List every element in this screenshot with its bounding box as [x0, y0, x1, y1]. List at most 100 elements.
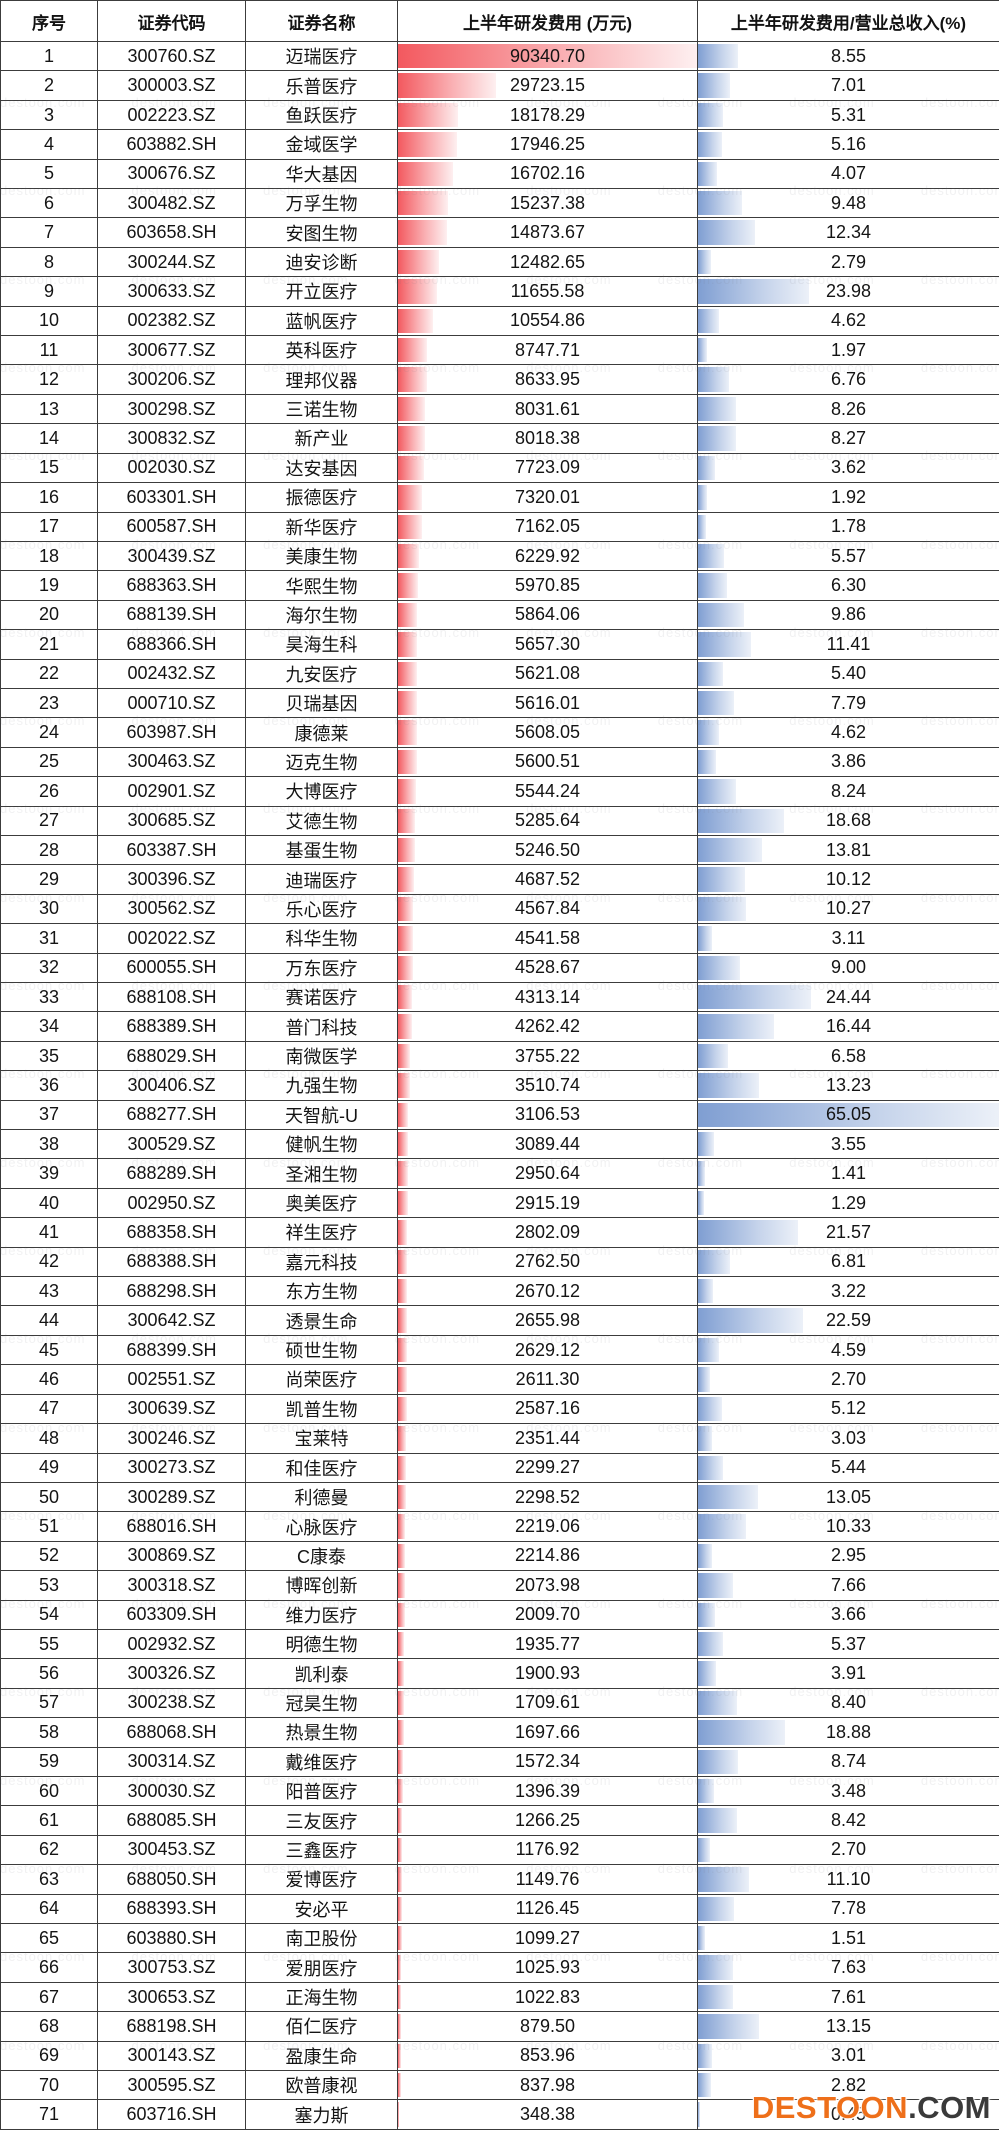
rd-ratio-value: 5.44	[830, 1457, 867, 1478]
rd-ratio-value: 2.79	[830, 251, 867, 272]
cell-ticker: 300677.SZ	[97, 335, 246, 366]
rd-expense-value: 1900.93	[514, 1663, 581, 1684]
table-row: 29 300396.SZ 迪瑞医疗 4687.52 10.12	[0, 864, 999, 895]
rd-ratio-value: 5.57	[830, 545, 867, 566]
rd-expense-bar	[398, 367, 427, 392]
rd-expense-bar	[398, 44, 697, 69]
rd-ratio-value: 11.41	[826, 633, 871, 654]
cell-rd-expense: 1149.76	[397, 1864, 698, 1895]
cell-index: 42	[0, 1246, 98, 1278]
rd-ratio-value: 5.37	[830, 1633, 867, 1654]
table-row: 42 688388.SH 嘉元科技 2762.50 6.81	[0, 1246, 999, 1278]
rd-ratio-bar	[698, 220, 756, 245]
cell-name: 海尔生物	[245, 599, 398, 631]
cell-name: 新华医疗	[245, 511, 398, 542]
rd-expense-bar	[398, 1631, 405, 1657]
table-row: 53 300318.SZ 博晖创新 2073.98 7.66	[0, 1570, 999, 1601]
cell-rd-expense: 4262.42	[397, 1011, 698, 1042]
cell-index: 51	[0, 1511, 98, 1542]
rd-expense-value: 2009.70	[514, 1604, 581, 1625]
rd-ratio-value: 2.82	[830, 2074, 867, 2095]
table-row: 26 002901.SZ 大博医疗 5544.24 8.24	[0, 776, 999, 807]
rd-ratio-value: 8.26	[830, 398, 867, 419]
cell-index: 55	[0, 1628, 98, 1660]
rd-expense-bar	[398, 1014, 413, 1039]
column-header-rd-expense: 上半年研发费用 (万元)	[397, 0, 698, 42]
table-row: 19 688363.SH 华熙生物 5970.85 6.30	[0, 570, 999, 601]
cell-rd-expense: 837.98	[397, 2070, 698, 2101]
cell-ticker: 002432.SZ	[97, 658, 246, 689]
cell-name: 祥生医疗	[245, 1217, 398, 1248]
table-row: 36 300406.SZ 九强生物 3510.74 13.23	[0, 1070, 999, 1101]
cell-index: 66	[0, 1952, 98, 1983]
cell-ticker: 300298.SZ	[97, 393, 246, 425]
cell-index: 23	[0, 687, 98, 719]
rd-ratio-bar	[698, 1073, 760, 1098]
rd-expense-value: 90340.70	[509, 45, 586, 66]
table-row: 68 688198.SH 佰仁医疗 879.50 13.15	[0, 2011, 999, 2042]
cell-rd-expense: 8031.61	[397, 393, 698, 425]
cell-index: 3	[0, 99, 98, 131]
cell-index: 2	[0, 70, 98, 101]
rd-expense-bar	[398, 220, 448, 245]
rd-expense-bar	[398, 102, 459, 128]
cell-rd-ratio: 1.29	[697, 1187, 999, 1219]
cell-rd-ratio: 2.79	[697, 246, 999, 278]
rd-expense-bar	[398, 279, 437, 304]
rd-ratio-value: 1.51	[830, 1927, 867, 1948]
table-row: 48 300246.SZ 宝莱特 2351.44 3.03	[0, 1423, 999, 1454]
cell-index: 62	[0, 1834, 98, 1866]
rd-expense-value: 1266.25	[514, 1810, 581, 1831]
cell-rd-ratio: 4.07	[697, 158, 999, 190]
cell-rd-expense: 2009.70	[397, 1599, 698, 1630]
rd-ratio-value: 18.88	[825, 1721, 872, 1742]
rd-expense-bar	[398, 573, 418, 598]
rd-expense-bar	[398, 1249, 408, 1275]
cell-rd-ratio: 5.16	[697, 129, 999, 160]
cell-rd-expense: 2073.98	[397, 1570, 698, 1601]
table-row: 66 300753.SZ 爱朋医疗 1025.93 7.63	[0, 1952, 999, 1983]
cell-name: 东方生物	[245, 1276, 398, 1307]
rd-expense-bar	[398, 690, 417, 716]
rd-ratio-bar	[698, 1514, 746, 1539]
cell-rd-ratio: 11.10	[697, 1864, 999, 1895]
cell-index: 49	[0, 1452, 98, 1483]
cell-index: 15	[0, 452, 98, 484]
rd-ratio-value: 3.22	[830, 1280, 867, 1301]
rd-ratio-value: 23.98	[825, 280, 872, 301]
rd-ratio-bar	[698, 837, 762, 863]
rd-expense-value: 1149.76	[515, 1868, 580, 1889]
cell-ticker: 603716.SH	[97, 2099, 246, 2130]
cell-ticker: 300273.SZ	[97, 1452, 246, 1483]
rd-ratio-bar	[698, 1014, 775, 1039]
rd-ratio-bar	[698, 926, 713, 951]
cell-rd-expense: 4567.84	[397, 893, 698, 925]
rd-ratio-bar	[698, 1867, 750, 1892]
cell-name: 基蛋生物	[245, 834, 398, 866]
cell-name: 康德莱	[245, 717, 398, 748]
cell-name: 利德曼	[245, 1481, 398, 1513]
rd-expense-bar	[398, 1543, 406, 1569]
rd-ratio-value: 22.59	[825, 1310, 872, 1331]
cell-rd-expense: 10554.86	[397, 305, 698, 337]
rd-ratio-bar	[698, 1043, 729, 1069]
cell-rd-expense: 2802.09	[397, 1217, 698, 1248]
cell-name: 鱼跃医疗	[245, 99, 398, 131]
rd-expense-value: 5621.08	[514, 663, 581, 684]
table-row: 32 600055.SH 万东医疗 4528.67 9.00	[0, 952, 999, 984]
rd-ratio-value: 5.16	[830, 133, 867, 154]
cell-name: 乐心医疗	[245, 893, 398, 925]
rd-expense-value: 4528.67	[514, 957, 581, 978]
cell-ticker: 002030.SZ	[97, 452, 246, 484]
rd-ratio-value: 1.29	[830, 1192, 867, 1213]
cell-ticker: 300238.SZ	[97, 1687, 246, 1719]
cell-name: 科华生物	[245, 923, 398, 954]
rd-ratio-value: 3.11	[831, 927, 866, 948]
cell-index: 53	[0, 1570, 98, 1601]
rd-expense-value: 348.38	[519, 2104, 576, 2125]
rd-expense-bar	[398, 1426, 406, 1451]
cell-index: 46	[0, 1364, 98, 1395]
table-row: 41 688358.SH 祥生医疗 2802.09 21.57	[0, 1217, 999, 1248]
cell-index: 28	[0, 834, 98, 866]
